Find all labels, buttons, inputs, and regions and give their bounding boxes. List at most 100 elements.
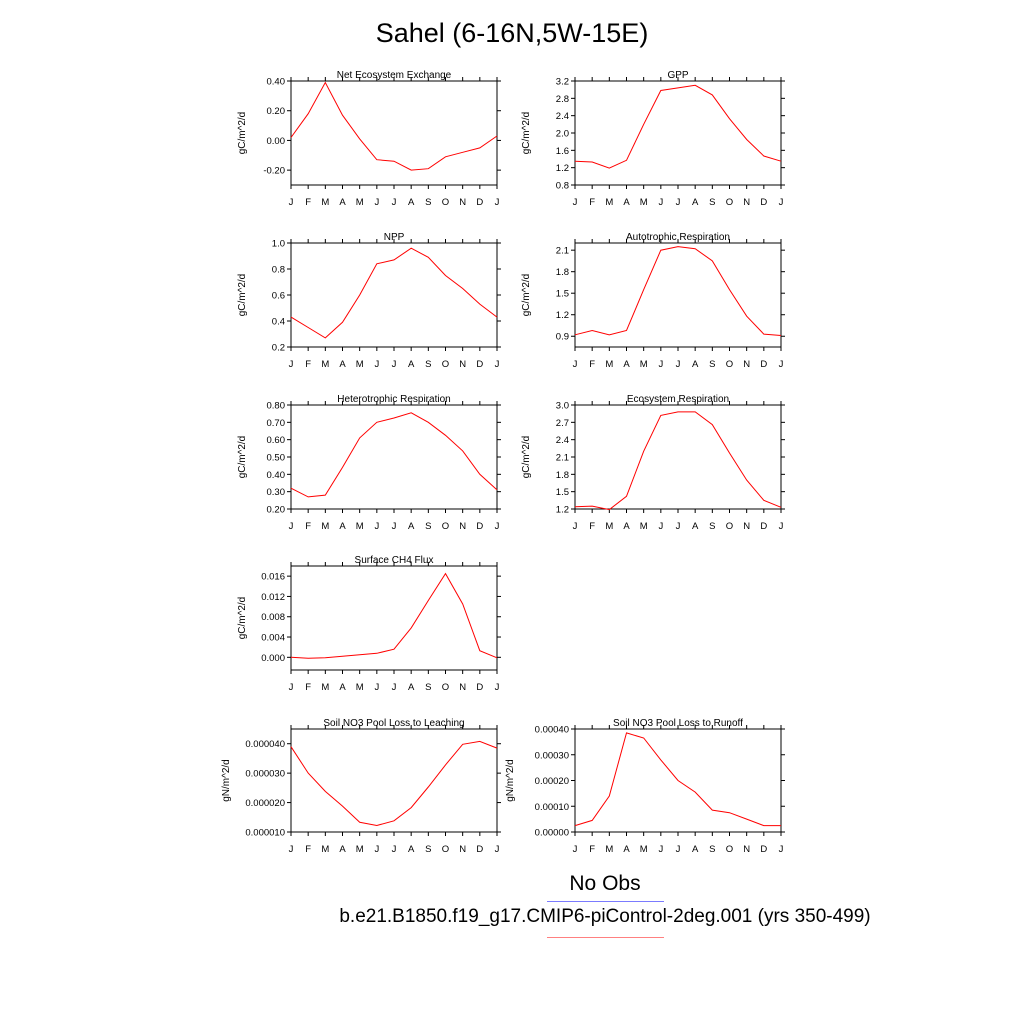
- x-tick-label: A: [339, 844, 346, 855]
- y-tick-label: 3.2: [556, 77, 569, 88]
- chart-panel-1: Net Ecosystem Exchange gC/m^2/d -0.20 0.00 0…: [237, 70, 501, 208]
- chart-panel-5: Heterotrophic Respiration gC/m^2/d 0.20 0.3…: [237, 394, 501, 532]
- y-tick-label: 0.000010: [245, 828, 285, 839]
- plot-frame: [290, 404, 498, 510]
- x-tick-label: M: [356, 359, 364, 370]
- x-tick-label: F: [589, 521, 595, 532]
- x-tick-label: M: [321, 521, 329, 532]
- x-tick-label: J: [779, 359, 784, 370]
- y-tick-label: 2.4: [556, 111, 569, 122]
- x-tick-label: A: [692, 197, 699, 208]
- panel-title: GPP: [667, 70, 688, 81]
- x-tick-label: D: [476, 197, 483, 208]
- y-tick-label: 0.00040: [535, 725, 569, 736]
- x-tick-label: J: [392, 359, 397, 370]
- x-tick-label: S: [425, 359, 431, 370]
- panel-title: Heterotrophic Respiration: [337, 394, 450, 405]
- x-tick-label: M: [321, 359, 329, 370]
- y-tick-label: 0.00000: [535, 828, 569, 839]
- y-tick-label: 0.00020: [535, 776, 569, 787]
- panel-title: Soil NO3 Pool Loss to Runoff: [613, 718, 743, 729]
- y-axis-label: gN/m^2/d: [505, 759, 516, 802]
- x-tick-label: A: [623, 521, 630, 532]
- x-tick-label: F: [305, 682, 311, 693]
- y-tick-label: 0.70: [267, 418, 286, 429]
- chart-panel-8: Soil NO3 Pool Loss to Leaching gN/m^2/d 0.…: [221, 718, 501, 855]
- x-tick-label: M: [356, 197, 364, 208]
- x-tick-label: A: [692, 359, 699, 370]
- x-tick-label: J: [495, 521, 500, 532]
- y-tick-label: -0.20: [263, 166, 285, 177]
- x-tick-label: D: [760, 844, 767, 855]
- x-tick-label: J: [374, 359, 379, 370]
- y-axis-label: gN/m^2/d: [221, 759, 232, 802]
- y-tick-label: 0.60: [267, 435, 286, 446]
- x-tick-label: J: [658, 359, 663, 370]
- x-tick-label: J: [374, 844, 379, 855]
- x-tick-label: S: [425, 844, 431, 855]
- x-tick-label: D: [476, 682, 483, 693]
- x-tick-label: F: [589, 844, 595, 855]
- x-tick-label: J: [573, 844, 578, 855]
- x-tick-label: S: [709, 197, 715, 208]
- x-tick-label: O: [442, 521, 449, 532]
- x-tick-label: J: [573, 359, 578, 370]
- x-tick-label: M: [321, 844, 329, 855]
- plot-frame: [290, 80, 498, 186]
- x-tick-label: M: [321, 682, 329, 693]
- x-tick-label: N: [743, 521, 750, 532]
- series-line: [290, 740, 498, 827]
- y-tick-label: 2.7: [556, 418, 569, 429]
- y-axis-label: gC/m^2/d: [237, 436, 248, 479]
- x-tick-label: J: [779, 521, 784, 532]
- y-tick-label: 2.1: [556, 246, 569, 257]
- x-tick-label: D: [476, 359, 483, 370]
- x-tick-label: J: [495, 197, 500, 208]
- x-tick-label: J: [392, 682, 397, 693]
- y-tick-label: 1.5: [556, 289, 569, 300]
- x-tick-label: O: [442, 359, 449, 370]
- x-tick-label: N: [459, 197, 466, 208]
- y-tick-label: 0.000040: [245, 739, 285, 750]
- y-tick-label: 0.00: [267, 136, 286, 147]
- x-tick-label: M: [605, 359, 613, 370]
- x-tick-label: S: [709, 359, 715, 370]
- y-tick-label: 1.2: [556, 310, 569, 321]
- x-tick-label: M: [640, 197, 648, 208]
- panel-title: Surface CH4 Flux: [355, 555, 434, 566]
- y-tick-label: 0.8: [272, 265, 285, 276]
- x-tick-label: F: [305, 521, 311, 532]
- x-tick-label: J: [289, 359, 294, 370]
- y-tick-label: 0.20: [267, 505, 286, 516]
- series-line: [290, 412, 498, 498]
- x-tick-label: N: [743, 197, 750, 208]
- series-line: [574, 246, 782, 336]
- x-tick-label: J: [573, 521, 578, 532]
- x-tick-label: F: [305, 197, 311, 208]
- x-tick-label: A: [339, 197, 346, 208]
- x-tick-label: F: [305, 844, 311, 855]
- x-tick-label: J: [374, 682, 379, 693]
- x-tick-label: A: [408, 682, 415, 693]
- x-tick-label: A: [339, 521, 346, 532]
- x-tick-label: J: [573, 197, 578, 208]
- series-line: [574, 732, 781, 827]
- y-tick-label: 1.8: [556, 267, 569, 278]
- x-tick-label: J: [374, 197, 379, 208]
- x-tick-label: M: [640, 844, 648, 855]
- x-tick-label: O: [726, 197, 733, 208]
- x-tick-label: J: [289, 521, 294, 532]
- plot-frame: [574, 80, 782, 186]
- y-axis-label: gC/m^2/d: [237, 274, 248, 317]
- x-tick-label: J: [392, 197, 397, 208]
- series-line: [290, 247, 498, 339]
- panel-title: NPP: [384, 232, 405, 243]
- x-tick-label: F: [589, 359, 595, 370]
- series-line: [574, 411, 782, 511]
- y-tick-label: 1.6: [556, 146, 569, 157]
- legend-obs-line: [547, 901, 664, 902]
- y-tick-label: 0.30: [267, 487, 286, 498]
- y-tick-label: 0.00010: [535, 802, 569, 813]
